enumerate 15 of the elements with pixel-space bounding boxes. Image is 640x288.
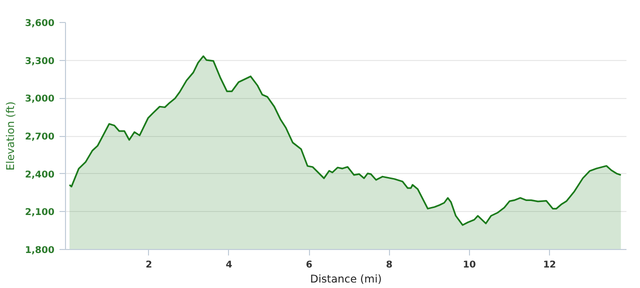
x-tick-label: 8 [386, 260, 393, 270]
x-tick-label: 6 [306, 260, 312, 270]
x-axis-title: Distance (mi) [310, 272, 382, 286]
y-tick-label: 1,800 [24, 245, 56, 256]
y-tick-label: 2,700 [24, 132, 56, 142]
y-tick-label: 2,100 [24, 207, 56, 218]
y-tick-label: 3,300 [24, 56, 56, 67]
x-tick-label: 2 [146, 260, 152, 270]
y-axis-title: Elevation (ft) [4, 102, 17, 170]
x-tick-label: 10 [462, 260, 476, 270]
y-tick-label: 3,600 [24, 18, 56, 29]
x-tick-label: 12 [543, 260, 556, 270]
x-tick-label: 4 [226, 260, 233, 270]
y-tick-label: 2,400 [24, 169, 56, 180]
y-tick-label: 3,000 [24, 94, 56, 105]
